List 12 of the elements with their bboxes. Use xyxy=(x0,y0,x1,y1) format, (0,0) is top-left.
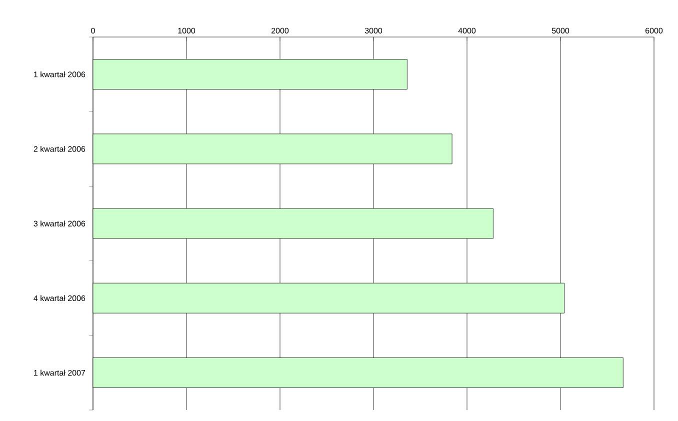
y-tick-label: 3 kwartał 2006 xyxy=(34,220,86,226)
x-tick-label: 6000 xyxy=(646,28,663,34)
x-tick-label: 0 xyxy=(91,28,95,34)
x-tick-label: 2000 xyxy=(272,28,289,34)
y-tick-label: 1 kwartał 2006 xyxy=(34,71,86,78)
x-tick-label: 1000 xyxy=(178,28,196,34)
y-tick-label: 4 kwartał 2006 xyxy=(34,295,86,302)
y-tick-label: 2 kwartał 2006 xyxy=(34,146,86,152)
y-tick-label: 1 kwartał 2007 xyxy=(34,370,86,376)
x-tick-label: 4000 xyxy=(458,28,476,34)
x-tick-label: 5000 xyxy=(552,28,570,34)
x-tick-label: 3000 xyxy=(364,28,382,34)
